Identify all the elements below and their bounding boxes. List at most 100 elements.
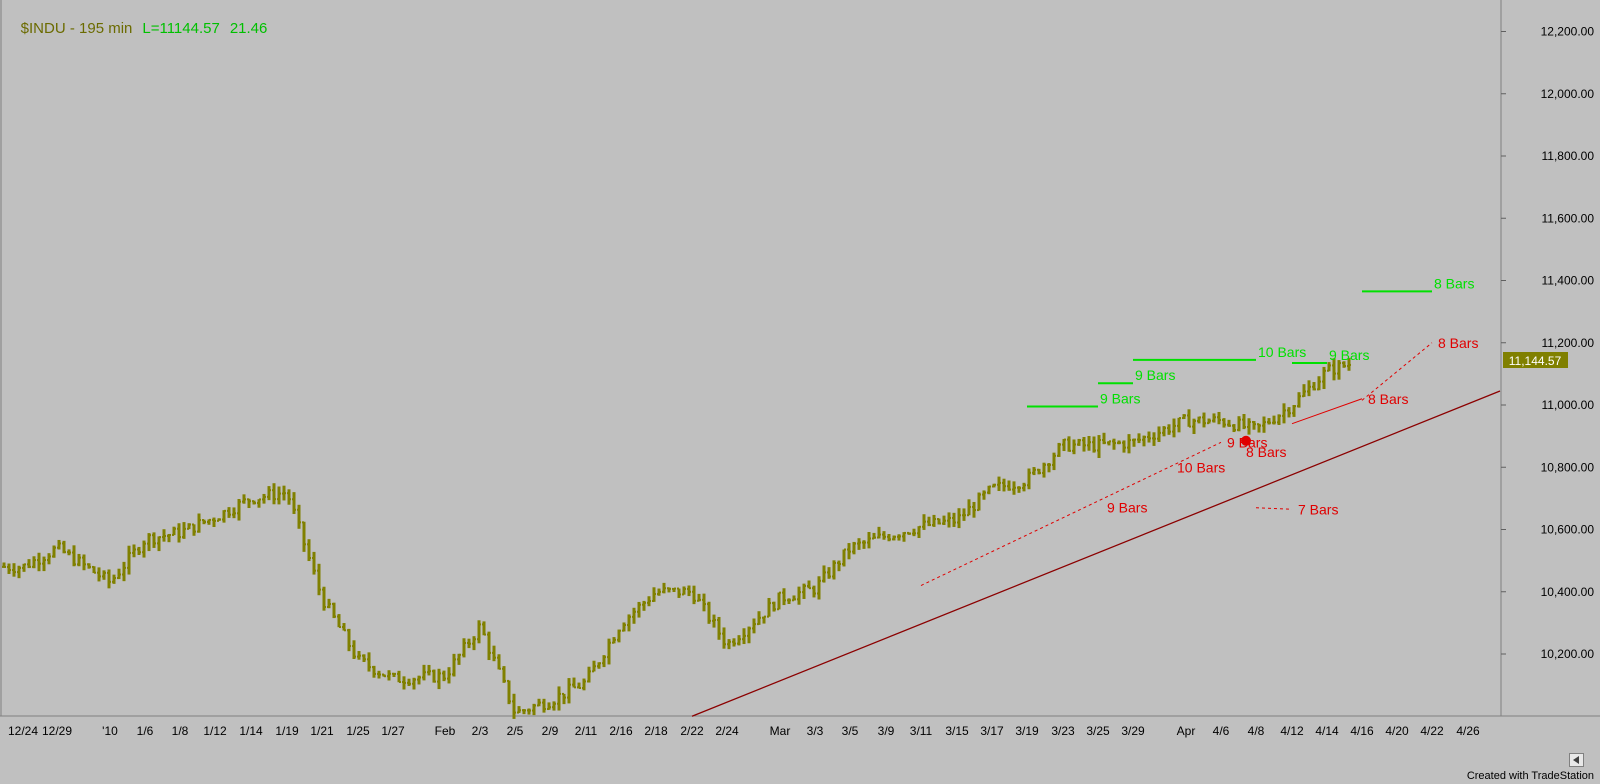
last-price-marker [1503, 352, 1568, 369]
ohlc-bar [402, 676, 406, 690]
ohlc-bar [942, 515, 946, 525]
x-tick-label: 3/11 [910, 724, 933, 738]
ohlc-bar [412, 677, 416, 690]
ohlc-bar [332, 602, 336, 619]
ohlc-bar [982, 490, 986, 500]
ohlc-bar [567, 678, 571, 704]
annotation-label: 8 Bars [1246, 444, 1286, 460]
annotation-label: 7 Bars [1298, 501, 1338, 517]
ohlc-bar [722, 627, 726, 649]
x-tick-label: 1/25 [346, 724, 370, 738]
ohlc-bar [127, 545, 131, 575]
ohlc-bar [1337, 360, 1341, 380]
chart-header: $INDU - 195 min L=11144.57 21.46 [4, 3, 268, 54]
ohlc-bar [117, 568, 121, 580]
ohlc-bar [737, 635, 741, 646]
x-tick-label: 12/29 [42, 724, 72, 738]
annotation-label: 8 Bars [1368, 391, 1408, 407]
ohlc-bar [1242, 413, 1246, 430]
ohlc-bar [862, 540, 866, 549]
ohlc-bar [597, 662, 601, 669]
ohlc-bar [892, 535, 896, 541]
ohlc-bar [92, 565, 96, 574]
ohlc-bar [462, 638, 466, 658]
ohlc-bar [742, 628, 746, 645]
x-tick-label: Apr [1177, 724, 1196, 738]
ohlc-bar [502, 666, 506, 683]
ohlc-bar [962, 508, 966, 521]
ohlc-bar [97, 567, 101, 582]
ohlc-bar [852, 541, 856, 555]
ohlc-bar [557, 686, 561, 711]
ohlc-bar [342, 623, 346, 632]
ohlc-bar [677, 587, 681, 598]
ohlc-bar [1212, 413, 1216, 423]
annotation-horizontal: 9 Bars [1292, 347, 1369, 364]
ohlc-bar [1082, 437, 1086, 452]
x-tick-label: 1/14 [239, 724, 263, 738]
ohlc-bar [62, 540, 66, 554]
ohlc-bar [147, 533, 151, 552]
y-tick-label: 11,000.00 [1542, 398, 1595, 412]
annotation-label: 8 Bars [1434, 275, 1474, 291]
ohlc-bar [112, 574, 116, 584]
ohlc-bar [222, 509, 226, 523]
ohlc-bar [482, 621, 486, 636]
ohlc-bar [2, 562, 6, 568]
ohlc-bar [1042, 462, 1046, 478]
x-tick-label: 2/9 [542, 724, 559, 738]
ohlc-bar [472, 636, 476, 651]
ohlc-bar [312, 551, 316, 575]
ohlc-bar [192, 523, 196, 536]
ohlc-bar [202, 519, 206, 525]
ohlc-bar [1172, 418, 1176, 438]
ohlc-bar [87, 563, 91, 569]
x-tick-label: 4/16 [1350, 724, 1374, 738]
x-tick-label: 4/26 [1456, 724, 1480, 738]
ohlc-bar [157, 536, 161, 552]
x-tick-label: 4/14 [1315, 724, 1339, 738]
y-tick-label: 11,400.00 [1542, 274, 1595, 288]
last-price-label: L=11144.57 [142, 20, 220, 37]
x-tick-label: 4/20 [1385, 724, 1409, 738]
x-tick-label: 1/27 [381, 724, 405, 738]
x-tick-label: Mar [770, 724, 791, 738]
ohlc-bar [672, 587, 676, 593]
ohlc-bar [152, 532, 156, 548]
ohlc-bar [987, 485, 991, 495]
ohlc-bar [477, 620, 481, 644]
ohlc-bar [357, 651, 361, 660]
ohlc-bar [1332, 358, 1336, 381]
ohlc-bar [692, 585, 696, 605]
x-tick-label: 3/23 [1051, 724, 1075, 738]
ohlc-bar [837, 560, 841, 572]
annotation-trendline [691, 390, 1501, 717]
ohlc-bar [562, 692, 566, 705]
ohlc-bar [932, 514, 936, 527]
ohlc-bar [702, 593, 706, 612]
ohlc-bar [927, 516, 931, 527]
ohlc-bar [877, 526, 881, 539]
ohlc-bar [347, 628, 351, 652]
x-tick-label: 4/22 [1420, 724, 1444, 738]
change-label: 21.46 [229, 20, 268, 37]
ohlc-bar [752, 618, 756, 634]
ohlc-bar [522, 709, 526, 715]
ohlc-bar [992, 483, 996, 488]
x-tick-label: 3/19 [1015, 724, 1039, 738]
x-tick-label: 3/5 [842, 724, 859, 738]
ohlc-bar [592, 660, 596, 673]
ohlc-bar [1142, 435, 1146, 447]
ohlc-bar [732, 638, 736, 647]
y-tick-label: 11,600.00 [1542, 211, 1595, 225]
y-tick-label: 10,600.00 [1541, 523, 1595, 537]
ohlc-bar [387, 670, 391, 681]
ohlc-bar [617, 629, 621, 643]
ohlc-bar [727, 639, 731, 650]
annotation-label: 10 Bars [1258, 344, 1306, 360]
ohlc-bar [1097, 435, 1101, 458]
ohlc-bar [917, 525, 921, 538]
y-tick-label: 10,200.00 [1541, 647, 1595, 661]
scroll-left-button[interactable] [1569, 753, 1584, 767]
